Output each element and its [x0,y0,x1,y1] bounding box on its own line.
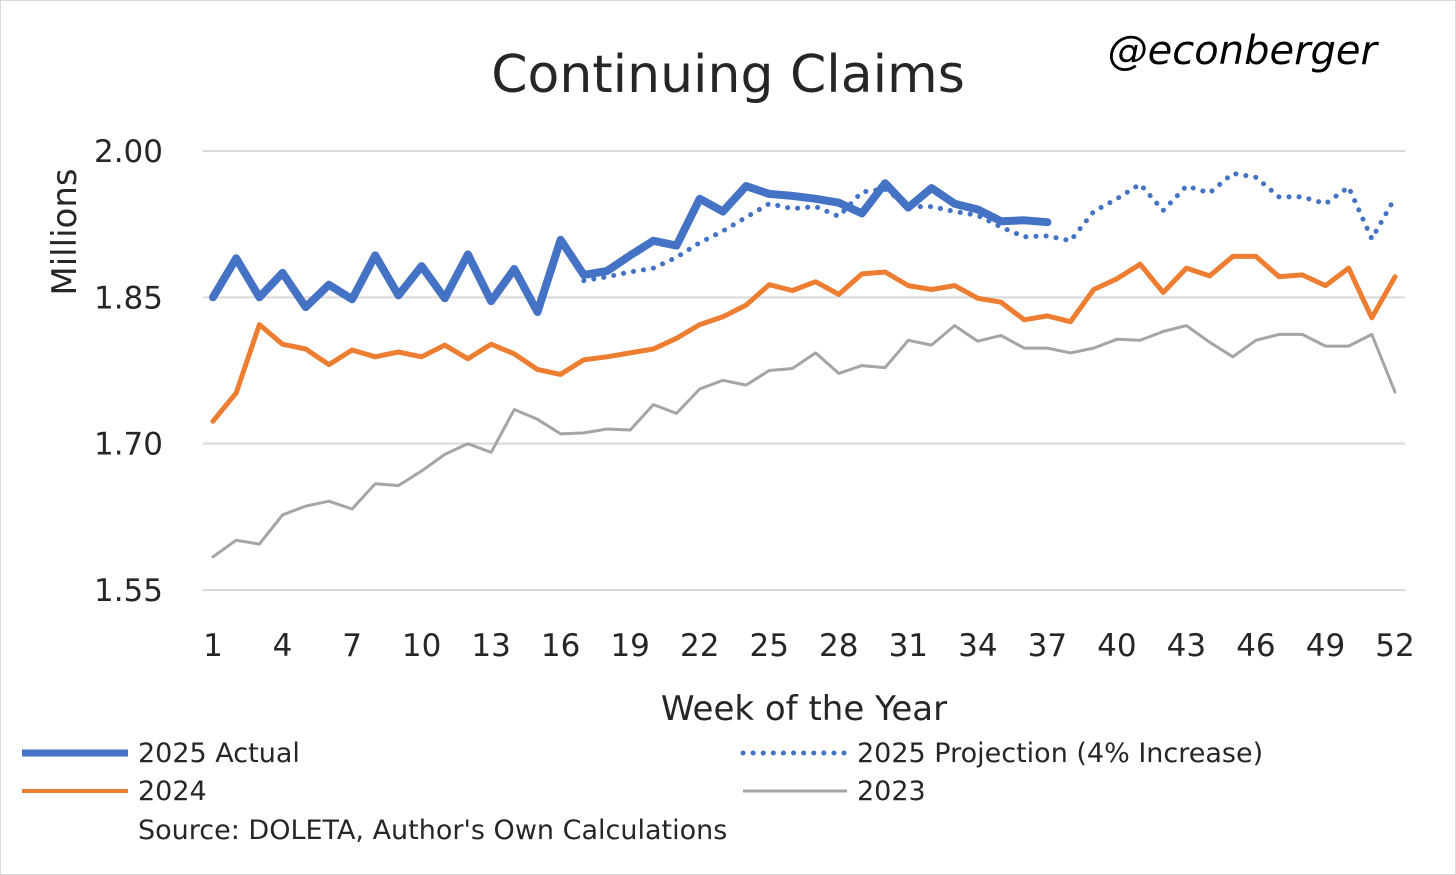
x-tick-label: 40 [1097,628,1136,664]
x-tick-label: 31 [889,628,928,664]
x-tick-label: 52 [1375,628,1414,664]
x-tick-label: 43 [1167,628,1206,664]
series-line-2025-projection [581,170,1398,284]
series-line-2024 [210,253,1398,424]
x-tick-label: 34 [958,628,997,664]
x-tick-label: 46 [1236,628,1275,664]
x-tick-label: 25 [750,628,789,664]
x-tick-label: 1 [203,628,223,664]
legend-label-2025-actual: 2025 Actual [138,738,300,769]
legend-label-2024: 2024 [138,776,207,807]
y-axis-label: Millions [45,168,85,295]
gridlines [203,150,1405,591]
x-tick-label: 7 [342,628,362,664]
x-tick-label: 19 [610,628,649,664]
chart-title: Continuing Claims [491,45,965,105]
series-line-2025-actual [209,179,1052,316]
y-tick-label: 1.55 [94,573,163,609]
x-tick-label: 49 [1306,628,1345,664]
x-tick-label: 13 [471,628,510,664]
legend-label-2023: 2023 [857,776,926,807]
y-tick-label: 1.85 [94,280,163,316]
y-tick-label: 2.00 [94,134,163,170]
y-tick-label: 1.70 [94,427,163,463]
x-axis-label: Week of the Year [661,689,947,729]
x-tick-label: 28 [819,628,858,664]
x-tick-label: 16 [541,628,580,664]
series-line-2023 [211,324,1397,559]
x-tick-label: 10 [402,628,441,664]
legend: 2025 Actual 2025 Projection (4% Increase… [22,738,1263,846]
x-tick-label: 37 [1028,628,1067,664]
x-axis-ticks: 1 4 7 10 13 16 19 22 25 28 31 34 37 40 43 46 49 52 [203,628,1415,664]
author-handle: @econberger [1108,28,1380,74]
legend-label-2025-projection: 2025 Projection (4% Increase) [857,738,1263,769]
x-tick-label: 4 [273,628,293,664]
source-note: Source: DOLETA, Author's Own Calculation… [138,815,727,846]
y-axis-ticks: 1.55 1.70 1.85 2.00 [94,134,163,609]
x-tick-label: 22 [680,628,719,664]
series-lines [209,170,1398,559]
